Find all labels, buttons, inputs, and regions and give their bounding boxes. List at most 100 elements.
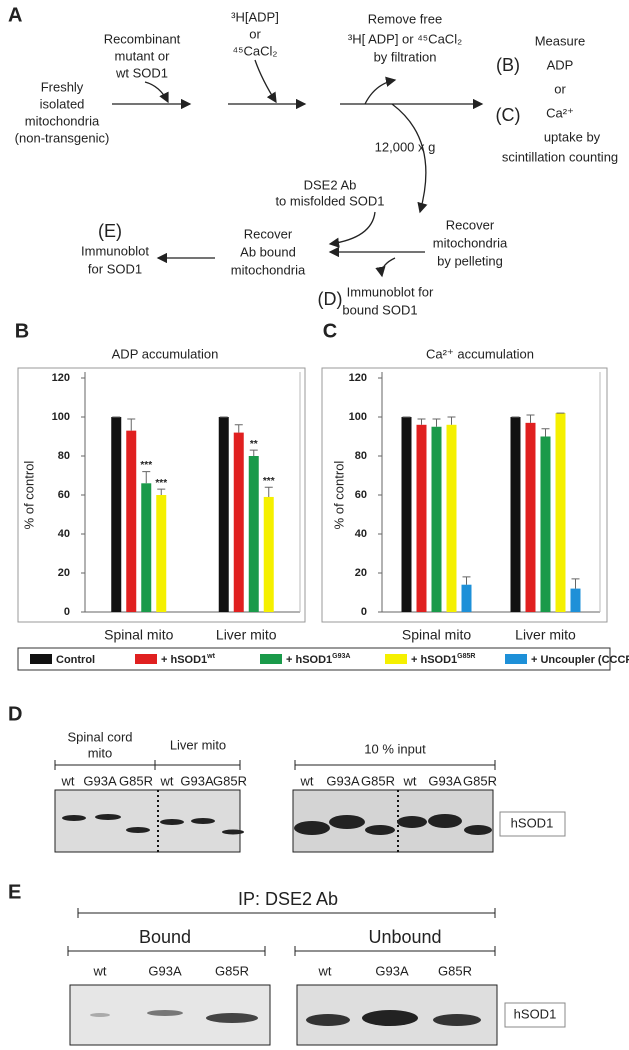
legend-label: + hSOD1wt — [161, 653, 216, 666]
significance: *** — [263, 476, 275, 487]
panel-label: B — [15, 320, 29, 342]
error-bar — [447, 416, 456, 425]
step-text: isolated — [40, 96, 85, 111]
error-bar — [526, 414, 535, 423]
lane-label: G85R — [438, 963, 472, 978]
group-label: IP: DSE2 Ab — [238, 889, 338, 909]
lane-label: G85R — [463, 773, 497, 788]
lane-label: wt — [160, 773, 174, 788]
step-text: Recombinant — [104, 31, 181, 46]
step-text: ³H[ ADP] or ⁴⁵CaCl₂ — [348, 31, 462, 46]
legend-swatch — [385, 654, 407, 664]
chart-title: ADP accumulation — [112, 346, 219, 361]
step-label: (C) — [496, 105, 521, 125]
y-tick-label: 20 — [355, 567, 367, 579]
step-text: uptake by — [544, 129, 601, 144]
group-label: Unbound — [368, 927, 441, 947]
lane-label: G93A — [326, 773, 360, 788]
legend-name: + hSOD1 — [161, 654, 207, 666]
legend-name: Control — [56, 654, 95, 666]
y-tick-label: 100 — [349, 411, 367, 423]
lane-label: G85R — [361, 773, 395, 788]
step-text: mitochondria — [231, 262, 306, 277]
significance: ** — [250, 439, 258, 450]
step-text: scintillation counting — [502, 149, 618, 164]
group-label: Liver mito — [170, 737, 226, 752]
step-text: DSE2 Ab — [304, 177, 357, 192]
legend-label: + Uncoupler (CCCP) — [531, 654, 629, 666]
y-axis-label: % of control — [21, 461, 36, 530]
bar — [218, 417, 229, 612]
panel-label: E — [8, 881, 21, 903]
chart-frame — [17, 367, 306, 623]
y-tick-label: 20 — [58, 567, 70, 579]
lane-label: wt — [93, 963, 107, 978]
bracket — [67, 946, 496, 956]
group-label: 10 % input — [364, 741, 426, 756]
step-text: or — [249, 26, 261, 41]
x-tick-label: Spinal mito — [402, 627, 471, 643]
bar — [431, 426, 442, 612]
step-text: ⁴⁵CaCl₂ — [233, 43, 278, 58]
legend-label: + hSOD1G93A — [286, 653, 350, 666]
lane-label: G93A — [148, 963, 182, 978]
legend-label: Control — [56, 654, 95, 666]
step-text: Immunoblot for — [347, 284, 434, 299]
bar — [446, 424, 457, 612]
panel-d: D Spinal cord mito Liver mito 10 % input… — [8, 703, 566, 853]
bar — [111, 417, 122, 612]
step-text: Remove free — [368, 11, 442, 26]
step-text: (non-transgenic) — [15, 130, 110, 145]
lane-label: G93A — [83, 773, 117, 788]
lane-label: wt — [300, 773, 314, 788]
legend-swatch — [505, 654, 527, 664]
y-tick-label: 0 — [64, 606, 70, 618]
legend-sup: wt — [206, 653, 215, 660]
group-label: Spinal cord — [67, 729, 132, 744]
step-text: to misfolded SOD1 — [275, 193, 384, 208]
bar — [416, 424, 427, 612]
lane-label: G93A — [180, 773, 214, 788]
lane-label: G85R — [213, 773, 247, 788]
step-text: Measure — [535, 33, 586, 48]
step-text: Ca²⁺ — [546, 105, 574, 120]
panel-label: D — [8, 703, 22, 725]
y-tick-label: 60 — [58, 489, 70, 501]
error-bar — [234, 424, 243, 433]
step-text: bound SOD1 — [342, 302, 417, 317]
error-bar — [249, 449, 258, 456]
chart-title: Ca²⁺ accumulation — [426, 346, 534, 361]
panel-a: A Recombinant mutant or wt SOD1 Freshly … — [8, 4, 618, 317]
y-tick-label: 100 — [52, 411, 70, 423]
y-tick-label: 0 — [361, 606, 367, 618]
error-bar — [264, 486, 273, 497]
error-bar — [157, 488, 166, 495]
legend-swatch — [30, 654, 52, 664]
step-text: Recover — [244, 226, 293, 241]
bar — [540, 436, 551, 612]
step-text: ³H[ADP] — [231, 9, 279, 24]
step-label: (E) — [98, 221, 122, 241]
step-text: ADP — [547, 57, 574, 72]
bracket — [77, 908, 496, 918]
error-bar — [571, 578, 580, 589]
lane-label: wt — [403, 773, 417, 788]
step-text: Freshly — [41, 79, 84, 94]
step-text: for SOD1 — [88, 261, 142, 276]
step-text: mitochondria — [25, 113, 100, 128]
legend-sup: G85R — [457, 653, 475, 660]
step-text: Immunoblot — [81, 243, 149, 258]
bar — [248, 456, 259, 612]
error-bar — [142, 471, 151, 484]
panel-e: E IP: DSE2 Ab Bound Unbound wt G93A G85R wt… — [8, 881, 566, 1046]
step-label: (B) — [496, 55, 520, 75]
step-text: mutant or — [115, 48, 171, 63]
y-tick-label: 60 — [355, 489, 367, 501]
bar — [141, 483, 152, 612]
panel-label: C — [323, 320, 337, 342]
bar — [233, 432, 244, 612]
step-text: by filtration — [374, 49, 437, 64]
panel-label: A — [8, 4, 22, 26]
chart-frame — [321, 367, 608, 623]
x-tick-label: Spinal mito — [104, 627, 173, 643]
